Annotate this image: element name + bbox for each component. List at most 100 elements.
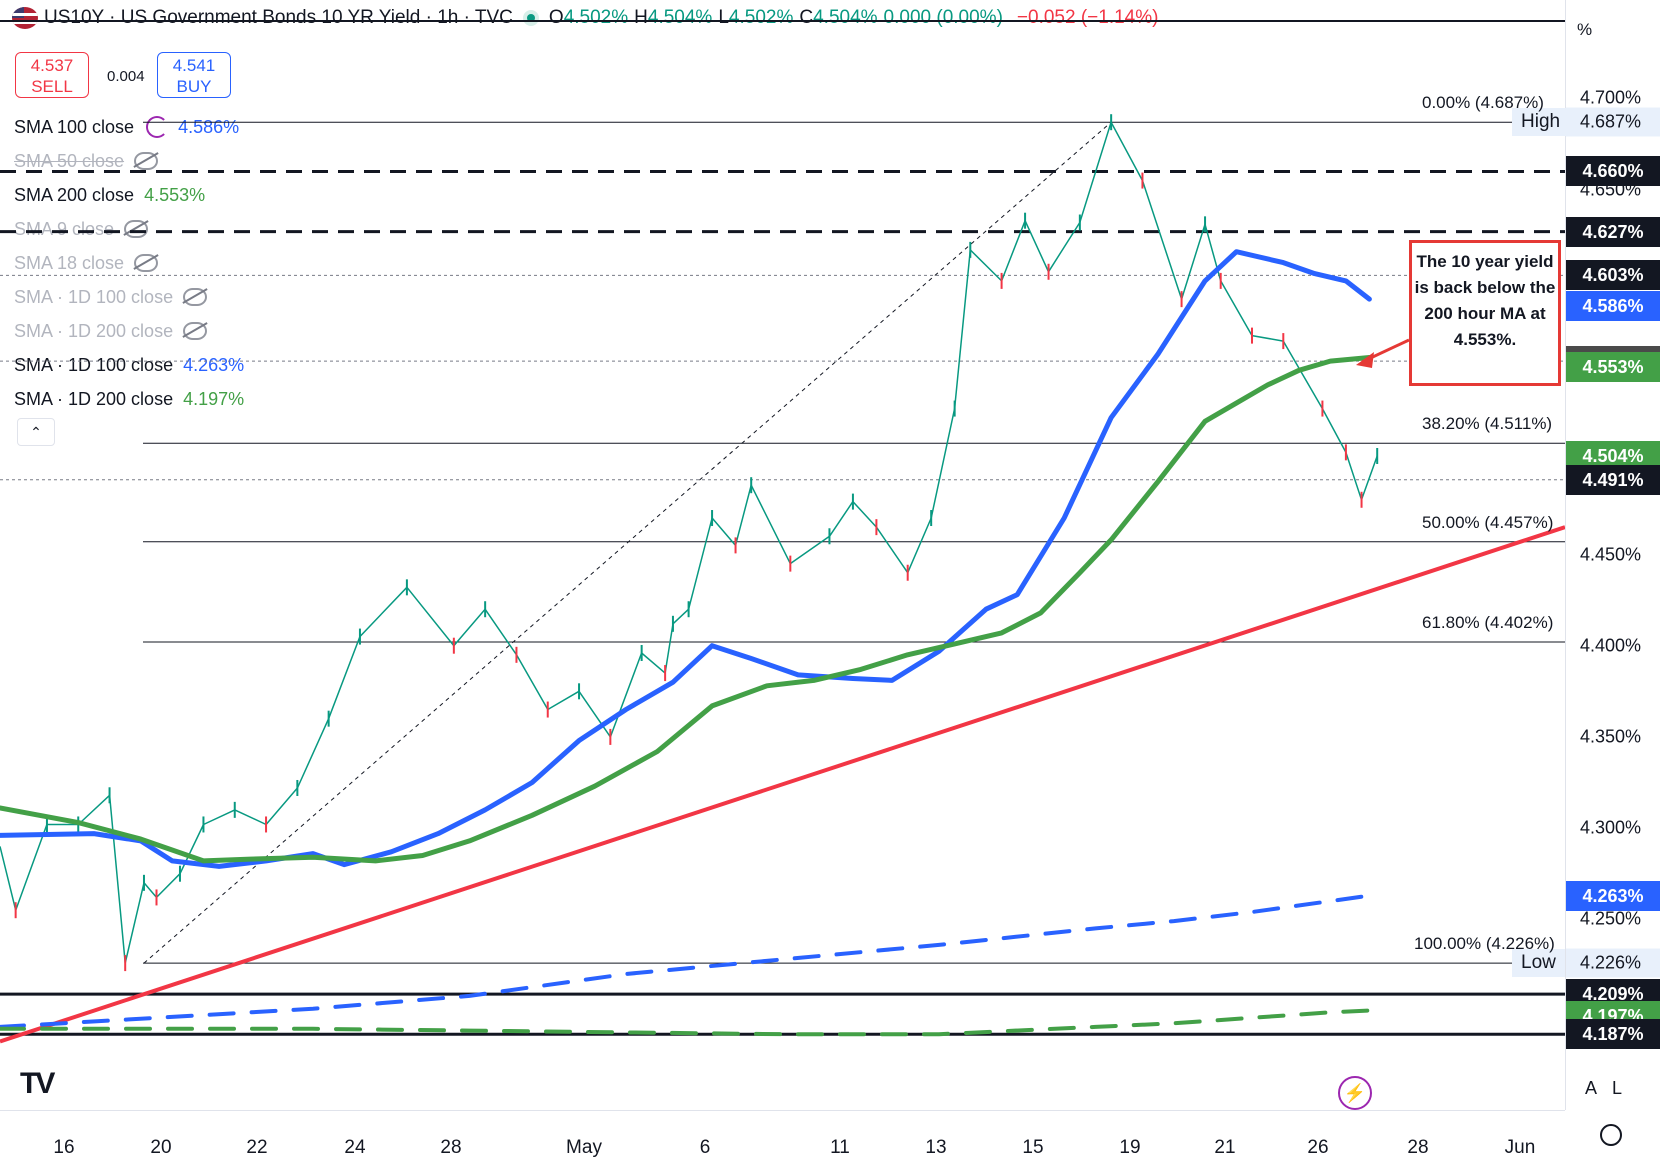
buy-label: BUY <box>176 77 212 96</box>
series-line <box>0 893 1372 1029</box>
tradingview-logo[interactable]: TV <box>20 1067 55 1100</box>
y-tick-label: 4.250% <box>1580 908 1642 929</box>
x-tick-label: 6 <box>699 1137 711 1158</box>
legend-label: SMA · 1D 100 close <box>14 286 174 307</box>
legend-value: 4.263% <box>183 354 245 375</box>
close-value: 4.504% <box>813 7 878 28</box>
legend-sma-1d200[interactable]: SMA · 1D 200 close 4.197% <box>14 385 244 413</box>
spread-value: 0.004 <box>107 68 145 85</box>
series-line <box>0 249 1372 869</box>
legend-label: SMA 18 close <box>14 252 125 273</box>
price-tag: 4.627% <box>1566 216 1660 247</box>
symbol-header: US10Y · US Government Bonds 10 YR Yield … <box>0 0 1158 36</box>
legend-sma50[interactable]: SMA 50 close <box>14 147 159 175</box>
fib-level-label: 0.00% (4.687%) <box>1422 93 1544 113</box>
annotation-callout[interactable]: The 10 year yield is back below the 200 … <box>1409 240 1561 386</box>
y-tick-label: 4.400% <box>1580 635 1642 656</box>
x-tick-label: 28 <box>440 1137 462 1158</box>
trendline <box>0 525 1565 1044</box>
y-tick-label: 4.300% <box>1580 817 1642 838</box>
fib-level-label: 61.80% (4.402%) <box>1422 613 1554 633</box>
high-value: 4.504% <box>647 7 713 28</box>
eye-hidden-icon[interactable] <box>124 220 149 238</box>
legend-sma200[interactable]: SMA 200 close 4.553% <box>14 181 205 209</box>
high-label: H <box>634 7 648 28</box>
series-line <box>0 1008 1372 1037</box>
market-open-icon <box>526 14 535 22</box>
chart-plot[interactable] <box>0 0 1565 1110</box>
sell-label: SELL <box>31 77 73 96</box>
sell-button[interactable]: 4.537 SELL <box>15 52 89 98</box>
legend-sma18[interactable]: SMA 18 close <box>14 249 159 277</box>
eye-hidden-icon[interactable] <box>183 288 208 306</box>
eye-hidden-icon[interactable] <box>134 152 159 170</box>
day-change-value: −0.052 (−1.14%) <box>1016 7 1159 28</box>
loading-cycle-icon <box>146 116 169 138</box>
legend-value: 4.586% <box>178 116 240 137</box>
percent-mode-label[interactable]: % <box>1577 20 1593 39</box>
fib-diagonal-line <box>143 121 1112 964</box>
extreme-side-label: Low <box>1512 949 1565 978</box>
legend-value: 4.553% <box>144 184 206 205</box>
change-value: 0.000 (0.00%) <box>883 7 1003 28</box>
x-tick-label: 15 <box>1022 1137 1044 1158</box>
time-axis[interactable] <box>0 1110 1565 1163</box>
x-tick-label: 19 <box>1119 1137 1141 1158</box>
legend-sma-1d200-hidden[interactable]: SMA · 1D 200 close <box>14 317 208 345</box>
legend-label: SMA 9 close <box>14 218 115 239</box>
us-flag-icon <box>12 7 38 29</box>
x-tick-label: 13 <box>925 1137 947 1158</box>
legend-sma9[interactable]: SMA 9 close <box>14 215 149 243</box>
legend-label: SMA · 1D 100 close <box>14 354 174 375</box>
legend-label: SMA · 1D 200 close <box>14 388 174 409</box>
price-tag: 4.553% <box>1566 351 1660 382</box>
fib-level-label: 50.00% (4.457%) <box>1422 512 1554 532</box>
price-tag: 4.687% <box>1566 107 1660 137</box>
x-tick-label: 20 <box>150 1137 172 1158</box>
x-tick-label: 21 <box>1214 1137 1236 1158</box>
legend-label: SMA 50 close <box>14 150 125 171</box>
collapse-legend-button[interactable]: ⌃ <box>17 418 55 446</box>
price-tag: 4.263% <box>1566 880 1660 911</box>
legend-sma-1d100-hidden[interactable]: SMA · 1D 100 close <box>14 283 208 311</box>
x-tick-label: 28 <box>1407 1137 1429 1158</box>
auto-scale-button[interactable]: A L <box>1585 1078 1622 1099</box>
price-tag: 4.226% <box>1566 948 1660 978</box>
buy-button[interactable]: 4.541 BUY <box>157 52 231 98</box>
fib-level-label: 38.20% (4.511%) <box>1422 414 1553 434</box>
price-candles-path <box>0 121 1378 964</box>
y-tick-label: 4.450% <box>1580 544 1642 564</box>
legend-label: SMA 200 close <box>14 184 135 205</box>
auto-scale-label: A <box>1585 1078 1598 1098</box>
legend-sma-1d100[interactable]: SMA · 1D 100 close 4.263% <box>14 351 244 379</box>
y-tick-label: 4.700% <box>1580 87 1642 108</box>
open-label: O <box>548 7 564 28</box>
log-scale-label: L <box>1612 1078 1623 1098</box>
x-tick-label: 11 <box>830 1137 850 1158</box>
symbol-title[interactable]: US10Y · US Government Bonds 10 YR Yield … <box>44 7 513 28</box>
price-tag: 4.491% <box>1566 464 1660 495</box>
price-tag: 4.660% <box>1566 156 1660 187</box>
bolt-icon[interactable]: ⚡ <box>1338 1076 1372 1110</box>
close-label: C <box>799 7 814 28</box>
x-tick-label: 26 <box>1307 1137 1329 1158</box>
y-tick-label: 4.350% <box>1580 726 1642 747</box>
settings-gear-icon[interactable] <box>1600 1124 1622 1146</box>
low-value: 4.502% <box>728 7 794 28</box>
annotation-arrow-head <box>1356 352 1374 368</box>
legend-value: 4.197% <box>183 388 245 409</box>
buy-price: 4.541 <box>172 56 216 75</box>
low-label: L <box>718 7 729 28</box>
legend-label: SMA 100 close <box>14 116 135 137</box>
x-tick-label: Jun <box>1504 1137 1536 1158</box>
open-value: 4.502% <box>563 7 629 28</box>
legend-sma100[interactable]: SMA 100 close 4.586% <box>14 113 239 141</box>
price-tag: 4.586% <box>1566 291 1660 322</box>
eye-hidden-icon[interactable] <box>183 322 208 340</box>
x-tick-label: May <box>566 1137 602 1158</box>
x-tick-label: 16 <box>53 1137 75 1158</box>
extreme-side-label: High <box>1512 108 1570 137</box>
x-tick-label: 22 <box>246 1137 268 1158</box>
legend-label: SMA · 1D 200 close <box>14 320 174 341</box>
eye-hidden-icon[interactable] <box>134 254 159 272</box>
